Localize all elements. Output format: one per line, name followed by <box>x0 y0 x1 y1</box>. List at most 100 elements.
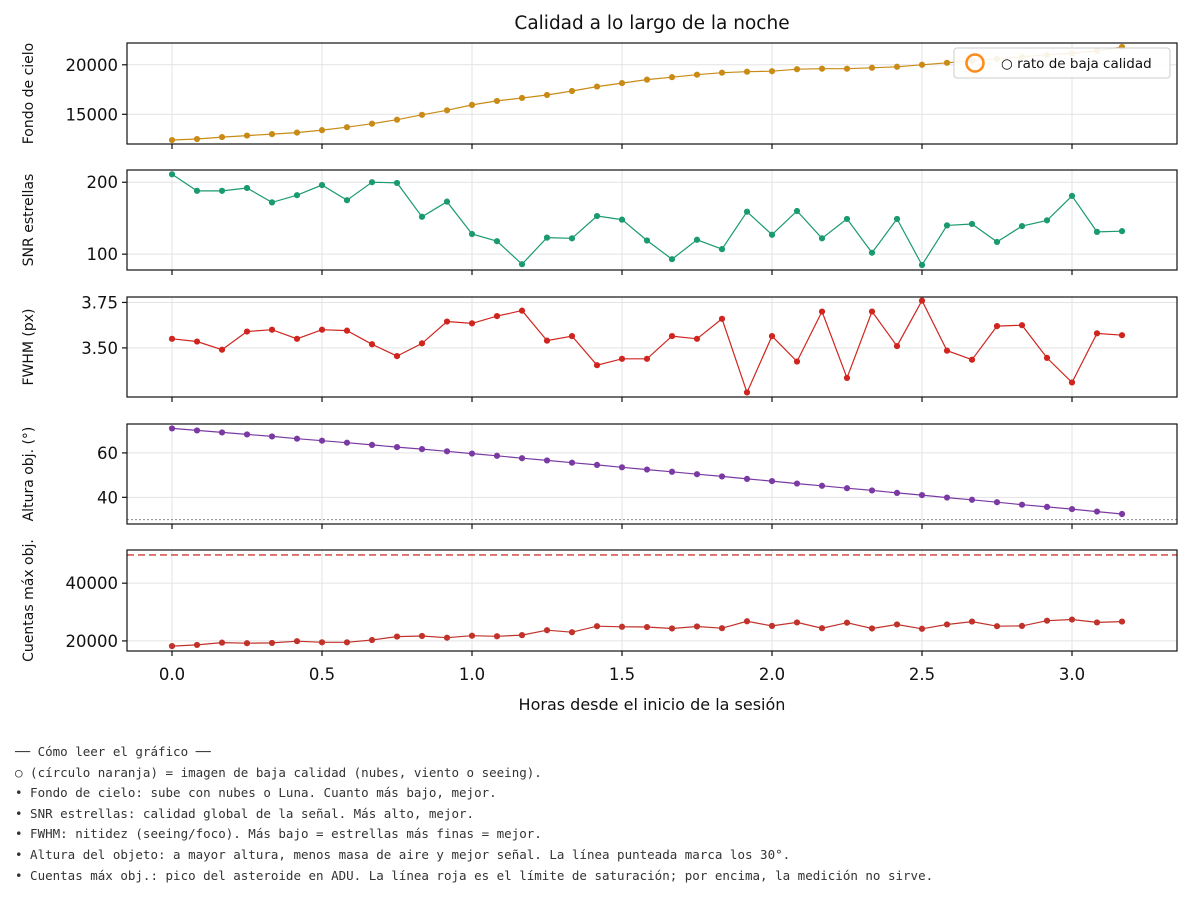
data-point <box>818 482 826 489</box>
data-point <box>318 127 326 134</box>
notes-line: • FWHM: nitidez (seeing/foco). Más bajo … <box>15 826 542 842</box>
y-axis-label: Cuentas máx obj. <box>21 539 37 662</box>
data-point <box>718 315 726 322</box>
y-axis-label: Fondo de cielo <box>21 43 37 145</box>
data-point <box>718 69 726 76</box>
data-point <box>1018 322 1026 329</box>
notes-line: • SNR estrellas: calidad global de la se… <box>15 805 475 821</box>
data-point <box>793 66 801 73</box>
series-line <box>171 299 1123 395</box>
data-point <box>268 326 276 333</box>
data-point <box>243 431 251 438</box>
data-point <box>643 355 651 362</box>
notes-line: • Cuentas máx obj.: pico del asteroide e… <box>15 867 934 883</box>
data-point <box>393 179 401 187</box>
data-point <box>768 68 776 75</box>
data-point <box>893 215 901 223</box>
data-point <box>868 249 876 256</box>
data-point <box>243 328 251 335</box>
x-tick-label: 2.5 <box>909 665 935 684</box>
data-point <box>268 433 276 440</box>
data-point <box>293 435 301 442</box>
data-point <box>393 352 401 360</box>
data-point <box>793 480 801 487</box>
data-point <box>468 230 476 238</box>
data-point <box>493 452 501 459</box>
data-point <box>718 625 726 632</box>
notes-line: ○ (círculo naranja) = imagen de baja cal… <box>15 764 542 780</box>
data-point <box>943 347 951 354</box>
data-point <box>368 636 376 644</box>
y-tick-label: 3.75 <box>81 293 118 312</box>
data-point <box>818 625 826 632</box>
data-point <box>968 618 976 625</box>
data-point <box>1068 379 1076 386</box>
notes-heading: ── Cómo leer el gráfico ── <box>15 744 211 759</box>
data-point <box>993 623 1001 630</box>
data-point <box>1018 622 1026 629</box>
data-point <box>643 76 651 83</box>
data-point <box>793 358 801 365</box>
data-point <box>293 335 301 342</box>
data-point <box>668 332 676 340</box>
data-point <box>943 222 951 229</box>
data-point <box>468 632 476 639</box>
data-point <box>993 238 1001 246</box>
data-point <box>468 320 476 327</box>
data-point <box>793 619 801 626</box>
data-point <box>693 471 701 478</box>
data-point <box>668 468 676 475</box>
data-point <box>668 256 676 263</box>
notes-line: • Altura del objeto: a mayor altura, men… <box>15 846 791 862</box>
data-point <box>268 130 276 138</box>
data-point <box>718 473 726 480</box>
data-point <box>968 496 976 503</box>
x-axis-label: Horas desde el inicio de la sesión <box>519 695 786 714</box>
data-point <box>843 485 851 492</box>
data-point <box>418 340 426 347</box>
data-point <box>843 65 851 72</box>
data-point <box>343 639 351 646</box>
data-point <box>268 639 276 647</box>
data-point <box>168 425 176 432</box>
data-point <box>818 235 826 242</box>
series-line <box>171 618 1123 647</box>
panel-2: 100 200 SNR estrellas <box>21 169 1178 275</box>
data-point <box>443 318 451 325</box>
data-point <box>293 638 301 645</box>
data-point <box>618 216 626 223</box>
data-point <box>318 639 326 646</box>
data-point <box>593 83 601 90</box>
data-point <box>518 261 526 268</box>
data-point <box>193 187 201 194</box>
data-point <box>593 212 601 220</box>
data-point <box>743 208 751 215</box>
data-point <box>418 213 426 220</box>
data-point <box>193 427 201 434</box>
data-point <box>368 441 376 448</box>
data-point <box>193 135 201 143</box>
data-point <box>518 94 526 102</box>
series-line <box>171 173 1123 267</box>
x-tick-label: 1.0 <box>459 665 485 684</box>
data-point <box>843 619 851 626</box>
data-point <box>918 261 926 269</box>
y-axis-label: Altura obj. (°) <box>21 427 37 522</box>
data-point <box>618 355 626 362</box>
data-point <box>168 642 176 650</box>
data-point <box>418 632 426 640</box>
data-point <box>643 623 651 631</box>
x-tick-label: 1.5 <box>609 665 635 684</box>
data-point <box>868 64 876 71</box>
chart-notes: ── Cómo leer el gráfico ── ○ (círculo na… <box>15 742 933 886</box>
data-point <box>443 634 451 641</box>
data-point <box>993 499 1001 506</box>
axes-frame <box>126 423 1178 525</box>
data-point <box>368 179 376 186</box>
data-point <box>468 450 476 457</box>
data-point <box>1018 223 1026 230</box>
data-point <box>1118 228 1126 235</box>
x-tick-label: 0.5 <box>309 665 335 684</box>
data-point <box>218 429 226 436</box>
data-point <box>343 439 351 446</box>
